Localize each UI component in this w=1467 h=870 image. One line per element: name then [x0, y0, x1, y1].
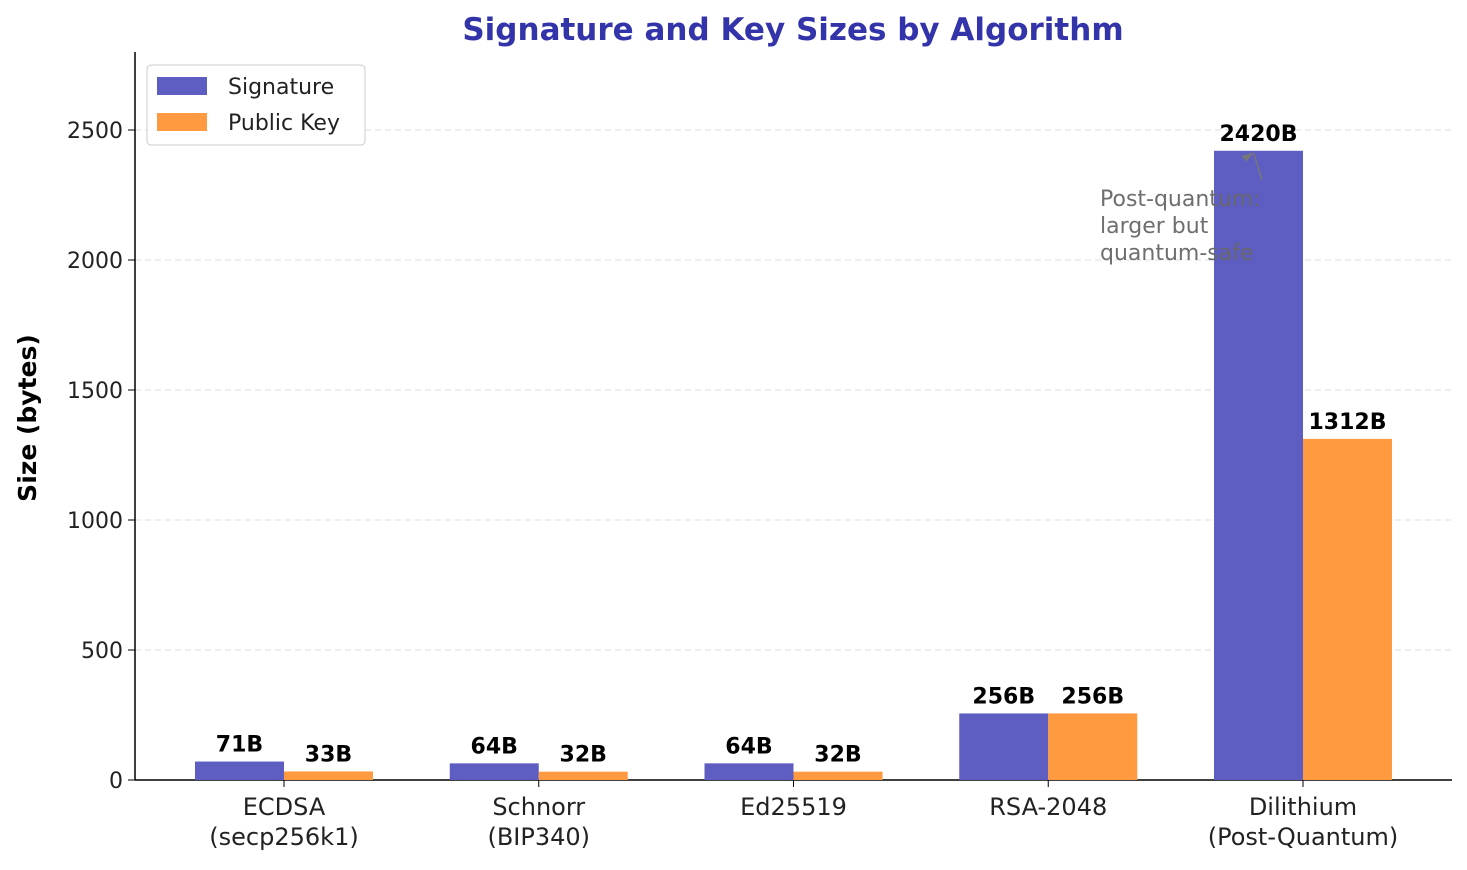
- value-label: 2420B: [1220, 122, 1298, 147]
- value-label: 256B: [1061, 684, 1124, 709]
- legend-label: Public Key: [228, 111, 340, 136]
- bar: [284, 771, 373, 780]
- y-tick-label: 0: [109, 769, 123, 794]
- x-tick-label: ECDSA (secp256k1): [209, 793, 358, 851]
- x-tick-label: Ed25519: [740, 793, 847, 821]
- x-tick-label: RSA-2048: [989, 793, 1107, 821]
- value-label: 1312B: [1309, 410, 1387, 435]
- annotation: Post-quantum: larger but quantum-safe: [1100, 187, 1261, 266]
- value-label: 32B: [560, 743, 607, 768]
- bar: [704, 763, 794, 780]
- bar: [1303, 438, 1392, 780]
- bar: [195, 761, 284, 780]
- bar: [538, 771, 628, 780]
- value-label: 256B: [972, 684, 1035, 709]
- y-tick-label: 1000: [67, 509, 123, 534]
- y-tick-label: 2500: [67, 119, 123, 144]
- legend-label: Signature: [228, 75, 334, 100]
- annotation-arrowhead: [1241, 152, 1254, 162]
- bar: [793, 771, 883, 780]
- y-tick-label: 2000: [67, 249, 123, 274]
- bar: [1214, 150, 1303, 781]
- value-label: 64B: [725, 734, 772, 759]
- x-tick-label: Dilithium (Post-Quantum): [1208, 793, 1399, 851]
- value-label: 32B: [814, 743, 861, 768]
- y-axis-label: Size (bytes): [13, 334, 42, 502]
- bar: [959, 713, 1049, 780]
- y-tick-label: 1500: [67, 379, 123, 404]
- value-label: 64B: [471, 734, 518, 759]
- legend-swatch: [157, 77, 207, 95]
- value-label: 33B: [305, 742, 352, 767]
- y-tick-label: 500: [81, 639, 123, 664]
- annotation-arrow: [1252, 152, 1263, 181]
- bar: [449, 763, 539, 780]
- bar: [1048, 713, 1138, 780]
- legend-swatch: [157, 113, 207, 131]
- chart-title: Signature and Key Sizes by Algorithm: [462, 12, 1123, 48]
- x-tick-label: Schnorr (BIP340): [487, 793, 590, 851]
- value-label: 71B: [216, 733, 263, 758]
